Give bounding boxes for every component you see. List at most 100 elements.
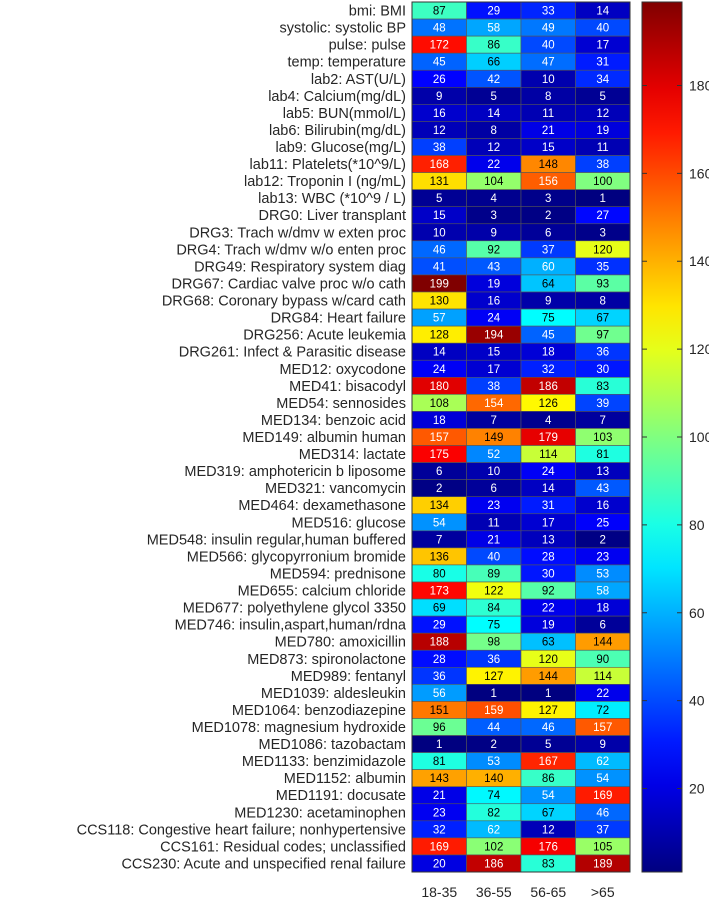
row-label: MED1064: benzodiazepine [232,703,406,719]
cell-value-label: 105 [593,841,612,853]
cell-value-label: 48 [433,23,446,35]
colorbar-tick-label: 60 [689,605,705,621]
row-label: lab4: Calcium(mg/dL) [268,89,406,105]
cell-value-label: 11 [542,108,554,120]
cell-value-label: 87 [433,6,446,18]
cell-value-label: 38 [433,142,446,154]
row-label: lab11: Platelets(*10^9/L) [250,157,406,173]
row-label: MED1086: tazobactam [259,737,407,753]
cell-value-label: 31 [596,57,609,69]
cell-value-label: 62 [487,824,500,836]
cell-value-label: 54 [542,790,555,802]
cell-value-label: 3 [600,227,606,239]
cell-value-label: 10 [542,74,555,86]
row-label: MED1191: docusate [276,788,406,804]
cell-value-label: 83 [596,381,609,393]
cell-value-label: 40 [596,23,609,35]
cell-value-label: 9 [600,739,606,751]
cell-value-label: 84 [487,603,500,615]
row-label: DRG84: Heart failure [271,311,406,327]
cell-value-label: 29 [487,6,500,18]
row-label: MED321: vancomycin [265,481,406,497]
colorbar-tick-label: 100 [689,429,709,445]
cell-value-label: 4 [491,193,498,205]
cell-value-label: 16 [596,500,609,512]
row-label: DRG3: Trach w/dmv w exten proc [189,225,406,241]
cell-value-label: 127 [484,671,503,683]
row-label: MED566: glycopyrronium bromide [187,549,406,565]
row-label: DRG49: Respiratory system diag [194,259,406,275]
cell-value-label: 33 [542,6,555,18]
cell-value-label: 2 [600,534,606,546]
cell-value-label: 19 [596,125,609,137]
cell-value-label: 82 [487,807,500,819]
cell-value-label: 64 [542,278,555,290]
cell-value-label: 69 [433,603,446,615]
cell-value-label: 157 [593,722,612,734]
cell-value-label: 12 [596,108,609,120]
row-label: MED134: benzoic acid [261,413,406,429]
cell-value-label: 30 [542,568,555,580]
cell-value-label: 23 [487,500,500,512]
cell-value-label: 11 [597,142,609,154]
cell-value-label: 120 [539,654,558,666]
cell-value-label: 2 [491,739,497,751]
row-label: MED548: insulin regular,human buffered [147,532,406,548]
cell-value-label: 54 [596,773,609,785]
cell-value-label: 32 [542,364,555,376]
cell-value-label: 14 [596,6,609,18]
cell-value-label: 14 [433,347,446,359]
cell-value-label: 40 [487,551,500,563]
row-label: MED12: oxycodone [279,362,406,378]
cell-value-label: 67 [542,807,555,819]
cell-value-label: 29 [433,620,446,632]
row-label: MED516: glucose [292,515,406,531]
cell-value-label: 18 [433,415,446,427]
cell-value-label: 13 [542,534,555,546]
cell-value-label: 83 [542,858,555,870]
cell-value-label: 57 [433,313,446,325]
cell-value-label: 23 [433,807,446,819]
row-label: CCS118: Congestive heart failure; nonhyp… [77,822,406,838]
cell-value-label: 21 [542,125,555,137]
cell-value-label: 18 [542,347,555,359]
cell-value-label: 34 [596,74,609,86]
cell-value-label: 159 [484,705,503,717]
cell-value-label: 104 [484,176,504,188]
row-label: CCS161: Residual codes; unclassified [160,839,406,855]
cell-value-label: 16 [487,296,500,308]
row-label: lab5: BUN(mmol/L) [283,106,406,122]
cell-value-label: 114 [594,671,613,683]
cell-value-label: 12 [433,125,446,137]
row-label: MED1039: aldesleukin [261,686,406,702]
row-label: MED1152: albumin [284,771,406,787]
cell-value-label: 15 [542,142,555,154]
column-labels: 18-35 36-55 56-65 >65 [421,884,614,899]
cell-value-label: 143 [430,773,449,785]
row-label: lab2: AST(U/L) [311,72,406,88]
cell-value-label: 54 [433,517,446,529]
cell-value-label: 74 [487,790,500,802]
cell-value-label: 17 [542,517,555,529]
cell-value-label: 127 [539,705,558,717]
cell-value-label: 30 [596,364,609,376]
cell-value-label: 25 [596,517,609,529]
cell-value-label: 7 [436,534,442,546]
cell-value-label: 35 [596,261,609,273]
cell-value-label: 37 [542,244,555,256]
cell-value-label: 2 [436,483,442,495]
column-label: 56-65 [530,884,566,899]
cell-value-label: 46 [433,244,446,256]
cell-value-label: 148 [539,159,558,171]
cell-value-label: 36 [433,671,446,683]
row-label: systolic: systolic BP [280,21,407,37]
cell-value-label: 2 [545,210,551,222]
cell-value-label: 8 [491,125,497,137]
colorbar-tick-label: 160 [689,165,709,181]
row-label: MED1133: benzimidazole [242,754,406,770]
cell-value-label: 140 [484,773,503,785]
cell-value-label: 8 [600,296,606,308]
cell-value-label: 151 [430,705,449,717]
